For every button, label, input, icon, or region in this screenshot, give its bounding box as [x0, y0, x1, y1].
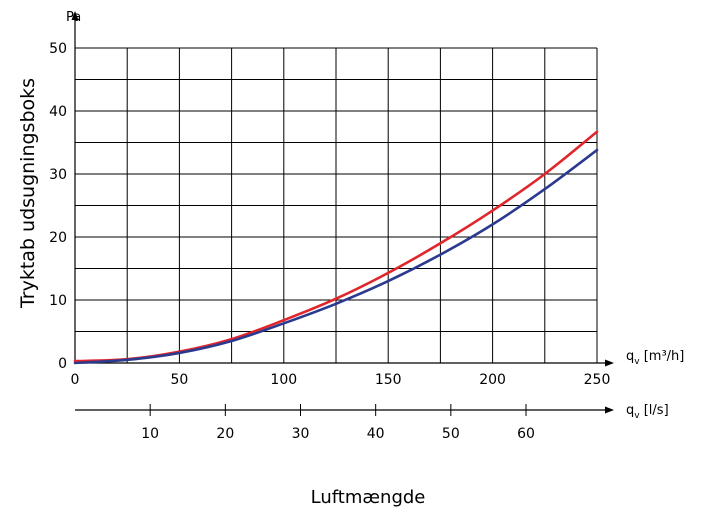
x2-axis-arrow	[605, 406, 614, 414]
x-axis-label: Luftmængde	[311, 487, 426, 508]
axes	[71, 11, 614, 416]
y-tick-label: 50	[49, 41, 67, 57]
x-axis-arrow	[605, 359, 614, 367]
x2-tick-label: 30	[292, 426, 310, 442]
series-line-2	[73, 148, 599, 365]
y-axis-arrow	[71, 11, 79, 20]
x2-tick-label: 50	[442, 426, 460, 442]
x-tick-label: 200	[479, 372, 506, 388]
y-tick-label: 10	[49, 293, 67, 309]
x-tick-label: 100	[270, 372, 297, 388]
x-tick-label: 150	[375, 372, 402, 388]
y-tick-label: 40	[49, 104, 67, 120]
y-tick-label: 0	[58, 356, 67, 372]
x2-tick-label: 60	[517, 426, 535, 442]
series-group	[73, 130, 599, 365]
x2-tick-label: 10	[141, 426, 159, 442]
x-tick-label: 50	[170, 372, 188, 388]
y-axis-unit: Pa	[66, 10, 81, 25]
x-axis-unit: qv [m³/h]	[626, 349, 684, 367]
grid	[75, 47, 598, 363]
x2-tick-label: 40	[367, 426, 385, 442]
x2-tick-label: 20	[216, 426, 234, 442]
y-tick-label: 30	[49, 167, 67, 183]
x-tick-label: 250	[584, 372, 611, 388]
labels-group: Tryktab udsugningsboks Pa Luftmængde qv …	[17, 10, 684, 508]
x2-axis-unit: qv [l/s]	[626, 403, 669, 421]
y-tick-label: 20	[49, 230, 67, 246]
y-axis-label: Tryktab udsugningsboks	[17, 78, 39, 309]
x-tick-label: 0	[71, 372, 80, 388]
